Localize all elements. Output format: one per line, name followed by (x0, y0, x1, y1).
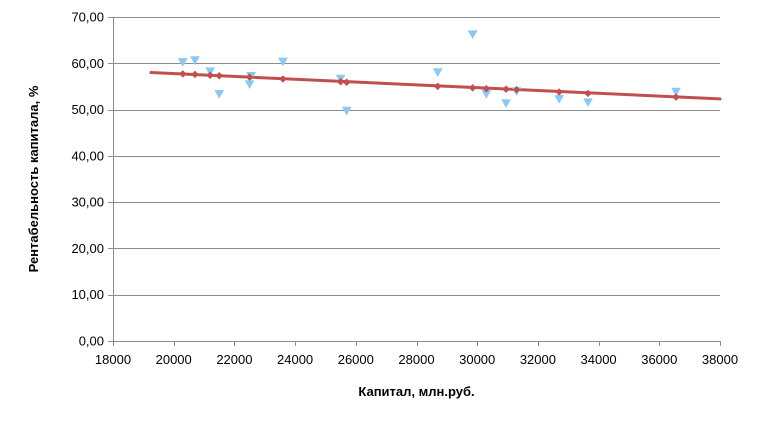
grid-lines (113, 17, 720, 296)
triangle-point (432, 68, 443, 78)
diamond-point (342, 78, 351, 87)
y-tick-label: 0,00 (79, 334, 104, 349)
diamond-point (191, 70, 199, 79)
x-tick-label: 26000 (338, 352, 374, 367)
triangle-point (214, 90, 225, 99)
y-tick-label: 40,00 (71, 148, 104, 163)
triangle-point (583, 98, 593, 108)
x-tick-label: 28000 (398, 352, 434, 367)
data-points (177, 30, 681, 116)
diamond-point (555, 88, 563, 96)
diamond-point (215, 71, 224, 80)
y-tick-label: 70,00 (71, 10, 104, 25)
y-tick-label: 10,00 (71, 287, 104, 302)
triangle-point (554, 95, 565, 104)
x-tick-label: 18000 (95, 352, 131, 367)
x-tick-label: 34000 (581, 352, 617, 367)
diamond-point (482, 84, 491, 93)
diamond-point (245, 73, 254, 82)
x-tick-label: 30000 (459, 352, 495, 367)
y-tick-label: 60,00 (71, 56, 104, 71)
x-tick-label: 38000 (702, 352, 738, 367)
diamond-point (512, 85, 521, 94)
diamond-point (433, 82, 442, 91)
triangle-point (244, 80, 255, 90)
diamond-point (468, 83, 477, 92)
y-tick-label: 30,00 (71, 195, 104, 210)
triangle-point (467, 30, 478, 40)
diamond-point (206, 71, 214, 80)
diamond-point (279, 75, 287, 83)
axes (108, 17, 721, 346)
diamond-point (336, 77, 345, 86)
diamond-point (502, 85, 510, 94)
triangle-point (278, 57, 288, 67)
tick-labels: 0,00 10,00 20,00 30,00 40,00 50,00 60,00 70,00 1… (71, 10, 738, 368)
x-tick-label: 36000 (641, 352, 677, 367)
x-tick-label: 20000 (156, 352, 192, 367)
y-tick-label: 50,00 (71, 102, 104, 117)
y-tick-label: 20,00 (71, 241, 104, 256)
diamond-point (672, 93, 680, 101)
diamond-point (178, 70, 187, 78)
triangle-point (341, 106, 352, 116)
triangle-point (501, 99, 511, 109)
diamond-point (584, 89, 592, 98)
triangle-point (177, 58, 188, 67)
x-axis-title: Капитал, млн.руб. (358, 384, 474, 399)
y-axis-title: Рентабельность капитала, % (26, 85, 41, 272)
triangle-point (671, 87, 681, 97)
x-tick-label: 24000 (277, 352, 313, 367)
triangle-point (190, 56, 200, 66)
x-tick-label: 32000 (520, 352, 556, 367)
x-tick-label: 22000 (216, 352, 252, 367)
